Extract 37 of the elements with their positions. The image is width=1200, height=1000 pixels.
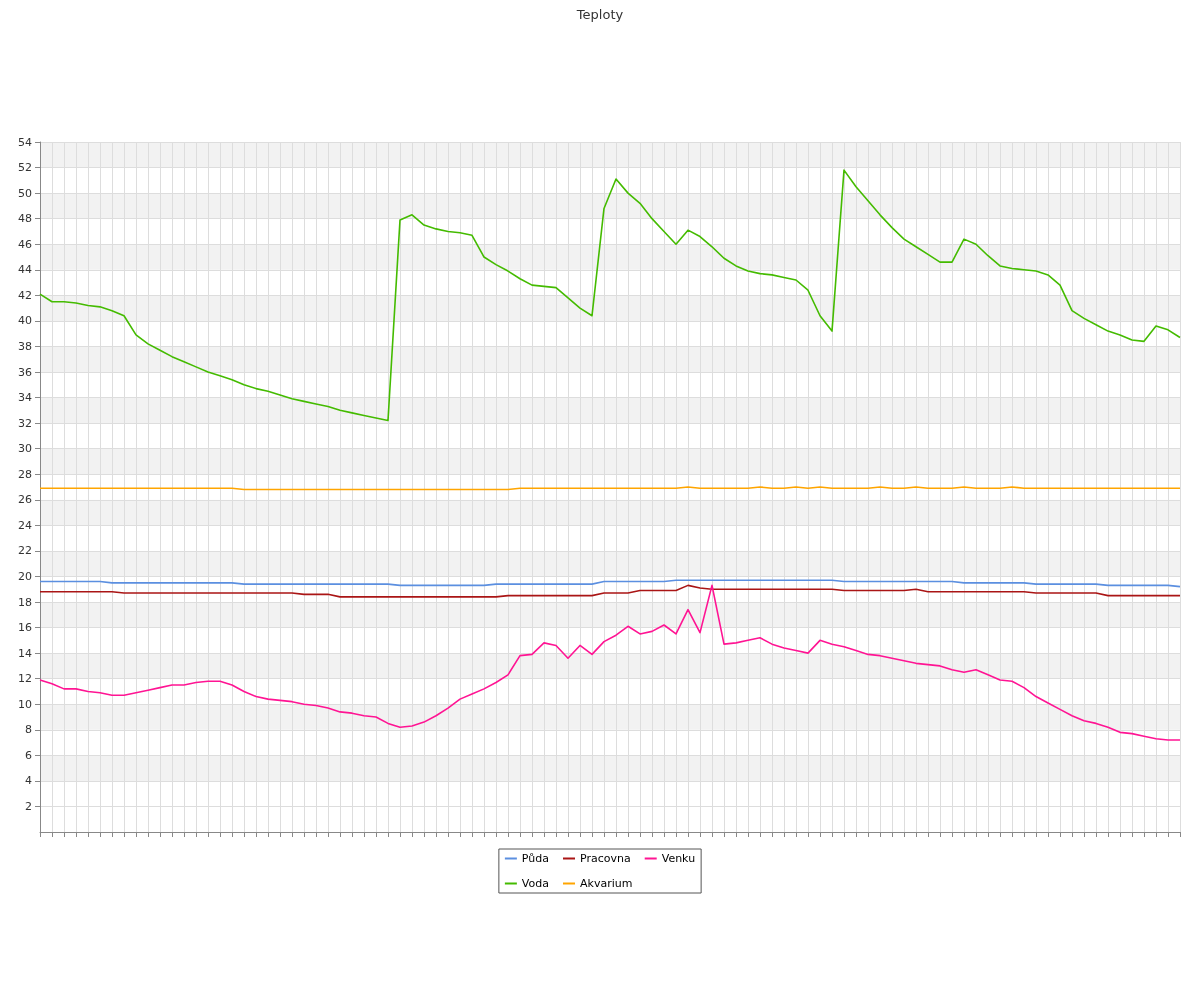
line-series bbox=[39, 584, 1181, 741]
y-tick-label: 22 bbox=[18, 544, 32, 558]
y-tick-label: 34 bbox=[18, 391, 32, 405]
legend-label: Voda bbox=[521, 877, 549, 890]
line-series bbox=[39, 584, 1181, 598]
y-tick-label: 54 bbox=[18, 135, 32, 149]
legend-label: Půda bbox=[521, 852, 550, 865]
y-tick-label: 24 bbox=[18, 518, 32, 532]
legend-label: Venku bbox=[661, 852, 696, 865]
y-tick-label: 40 bbox=[18, 314, 32, 328]
y-tick-label: 44 bbox=[18, 263, 32, 277]
y-tick-label: 8 bbox=[25, 723, 32, 737]
y-tick-label: 28 bbox=[18, 467, 32, 481]
y-tick-label: 16 bbox=[18, 621, 32, 635]
line-series bbox=[39, 169, 1181, 422]
y-tick-label: 2 bbox=[25, 799, 32, 813]
legend-label: Pracovna bbox=[580, 852, 631, 865]
y-tick-label: 20 bbox=[18, 569, 32, 583]
y-tick-label: 4 bbox=[25, 774, 32, 788]
y-tick-label: 50 bbox=[18, 186, 32, 200]
y-tick-label: 14 bbox=[18, 646, 32, 660]
y-tick-label: 46 bbox=[18, 237, 32, 251]
line-series bbox=[39, 579, 1181, 588]
y-tick-label: 10 bbox=[18, 697, 32, 711]
y-tick-label: 48 bbox=[18, 212, 32, 226]
chart-title: Teploty bbox=[575, 7, 624, 22]
y-tick-label: 18 bbox=[18, 595, 32, 609]
y-tick-label: 32 bbox=[18, 416, 32, 430]
legend-label: Akvarium bbox=[580, 877, 633, 890]
y-tick-label: 6 bbox=[25, 748, 32, 762]
y-tick-label: 52 bbox=[18, 161, 32, 175]
y-tick-label: 12 bbox=[18, 672, 32, 686]
y-tick-label: 36 bbox=[18, 365, 32, 379]
y-tick-label: 26 bbox=[18, 493, 32, 507]
y-tick-label: 42 bbox=[18, 288, 32, 302]
y-tick-label: 38 bbox=[18, 339, 32, 353]
y-tick-label: 30 bbox=[18, 442, 32, 456]
